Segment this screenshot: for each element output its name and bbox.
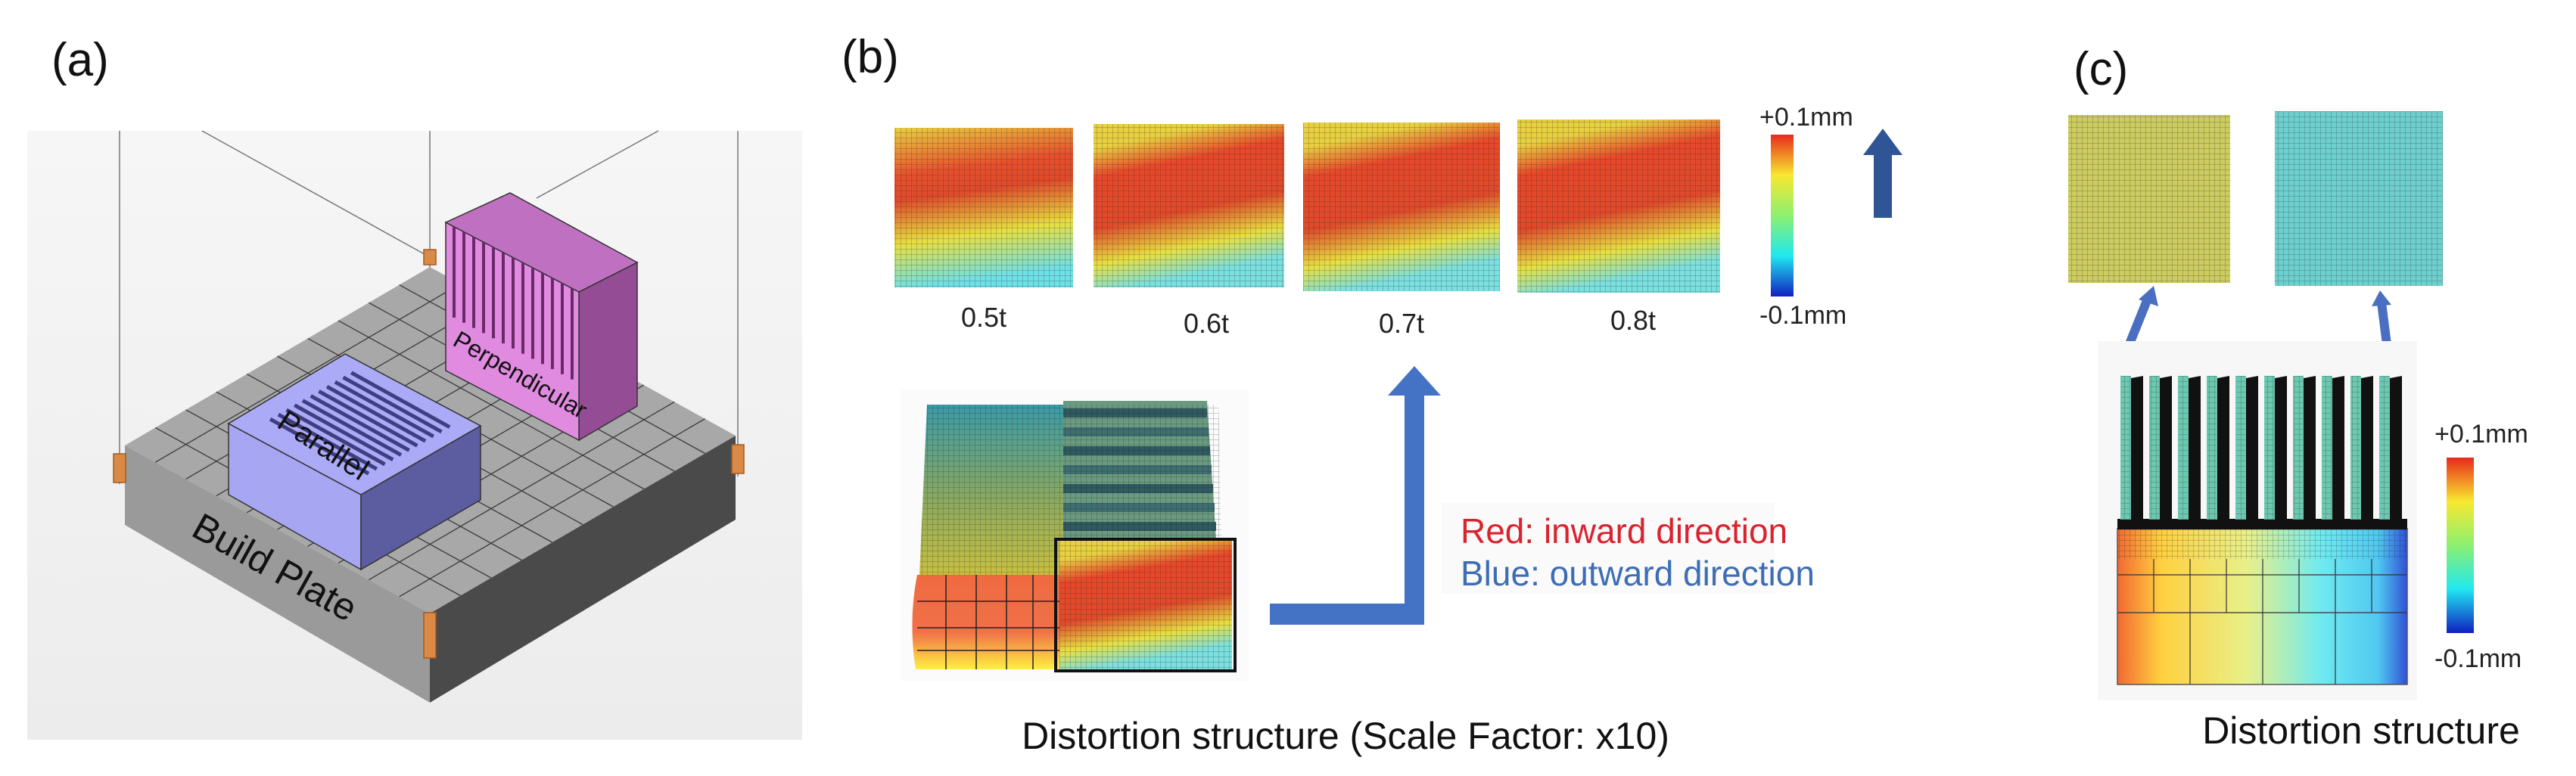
parallel-fins: [269, 371, 451, 476]
grid-line: [399, 418, 705, 598]
coarse-mesh: [917, 575, 1059, 669]
mesh-overlay: [894, 128, 1073, 287]
plate-front-left-face: [125, 445, 430, 703]
perpendicular-fins: [453, 227, 574, 380]
colorbar-c: +0.1mm -0.1mm: [2434, 420, 2528, 673]
thumbnail-label: 0.5t: [961, 302, 1006, 333]
support-connector: [423, 249, 437, 265]
arrowhead-icon: [2372, 290, 2391, 306]
support-connector: [731, 444, 745, 474]
fin-shadow: [2217, 376, 2229, 522]
elbow-arrow-icon: [1270, 366, 1441, 625]
fin-groove: [350, 371, 451, 429]
panel-c-caption: Distortion structure: [2202, 709, 2520, 752]
panel-c: (c) +0.1mm -0.1mm: [2068, 43, 2528, 752]
fin-groove: [310, 394, 410, 452]
fin-shadow: [2246, 376, 2258, 522]
fin-mesh-overlay: [2179, 376, 2188, 520]
fin-shadow: [2189, 376, 2201, 522]
coarse-mesh: [2117, 559, 2407, 684]
mesh-overlay: [2275, 111, 2443, 286]
distorted-base-left: [912, 575, 1059, 669]
fin-groove: [294, 403, 394, 461]
legend-red: Red: inward direction: [1461, 511, 1787, 551]
thumbnail-0.8t: 0.8t: [1517, 120, 1720, 336]
fin-groove: [269, 417, 370, 476]
support-connector: [113, 453, 126, 483]
arrowhead-icon: [2139, 286, 2158, 306]
grid-line: [369, 401, 675, 581]
fin-shadow: [2390, 376, 2402, 522]
panel-c-label: (c): [2074, 43, 2128, 95]
thumbnail-label: 0.6t: [1184, 308, 1229, 339]
mesh-overlay: [2068, 115, 2230, 283]
fin-shadow: [2304, 376, 2316, 522]
fin-groove: [277, 412, 378, 471]
thumbnail-label: 0.7t: [1379, 308, 1424, 339]
support-connector: [423, 612, 437, 659]
plate-front-right-face: [430, 436, 736, 703]
heat-sink-fins: [2120, 376, 2402, 522]
colorbar-gradient: [1771, 135, 1794, 296]
legend-blue: Blue: outward direction: [1461, 554, 1815, 593]
mesh-overlay: [1094, 124, 1284, 287]
mesh-overlay: [1059, 541, 1232, 669]
perpendicular-heat-sink: Perpendicular: [444, 192, 639, 442]
colorbar-b: +0.1mm -0.1mm: [1759, 103, 1853, 330]
orange-supports: [113, 249, 745, 659]
fine-mesh: [2117, 529, 2407, 559]
fin-shadow: [2275, 376, 2287, 522]
panel-a-label: (a): [51, 34, 109, 86]
mesh-overlay: [1517, 120, 1720, 293]
up-arrow-icon: [1863, 129, 1902, 218]
colorbar-min-label: -0.1mm: [2434, 644, 2522, 673]
thumbnail-0.5t: 0.5t: [894, 128, 1073, 333]
panel-b-caption: Distortion structure (Scale Factor: x10): [1022, 715, 1669, 757]
fin-groove: [334, 380, 435, 439]
fin-surface-right: [2275, 111, 2443, 286]
fin-mesh-overlay: [2351, 376, 2360, 520]
fin-shadow: [2332, 376, 2344, 522]
fin-mesh-overlay: [2121, 376, 2130, 520]
grid-line: [338, 320, 645, 490]
colorbar-gradient: [2447, 458, 2474, 633]
fin-shadow: [2131, 376, 2143, 522]
fin-groove: [342, 375, 443, 434]
fin-groove: [325, 384, 427, 443]
fin-mesh-overlay: [2207, 376, 2217, 520]
fin-groove: [301, 399, 403, 457]
mesh-overlay: [919, 405, 1222, 575]
thumbnail-0.7t: 0.7t: [1303, 123, 1500, 339]
panel-b: (b) 0.5t 0.6t 0.7t 0.8t +0.1mm -0.1mm: [842, 31, 1902, 757]
fin-mesh-overlay: [2236, 376, 2245, 520]
fin-shadow: [2361, 376, 2373, 522]
fin-mesh-overlay: [2322, 376, 2332, 520]
distortion-structure-b: [901, 390, 1249, 681]
colorbar-max-label: +0.1mm: [1759, 103, 1853, 132]
fin-mesh-overlay: [2380, 376, 2389, 520]
fin-shadow: [2160, 376, 2172, 522]
legend-background: [1442, 503, 1775, 594]
colorbar-min-label: -0.1mm: [1759, 301, 1846, 330]
fin-mesh-overlay: [2150, 376, 2159, 520]
panel-a: (a) Build Plate: [27, 34, 802, 740]
thumbnail-0.6t: 0.6t: [1094, 124, 1284, 339]
heat-sink-section: [2098, 341, 2417, 700]
fin-groove: [285, 408, 386, 467]
fin-mesh-overlay: [2265, 376, 2274, 520]
mesh-overlay: [1303, 123, 1500, 291]
zoom-region-box: [1054, 538, 1237, 672]
fin-mesh-overlay: [2294, 376, 2303, 520]
fin-groove: [318, 390, 418, 448]
parallel-heat-sink: Parallel: [227, 353, 482, 571]
fin-surface-left: [2068, 115, 2230, 283]
thumbnail-label: 0.8t: [1610, 305, 1656, 336]
colorbar-max-label: +0.1mm: [2434, 420, 2528, 449]
panel-b-label: (b): [842, 31, 899, 83]
